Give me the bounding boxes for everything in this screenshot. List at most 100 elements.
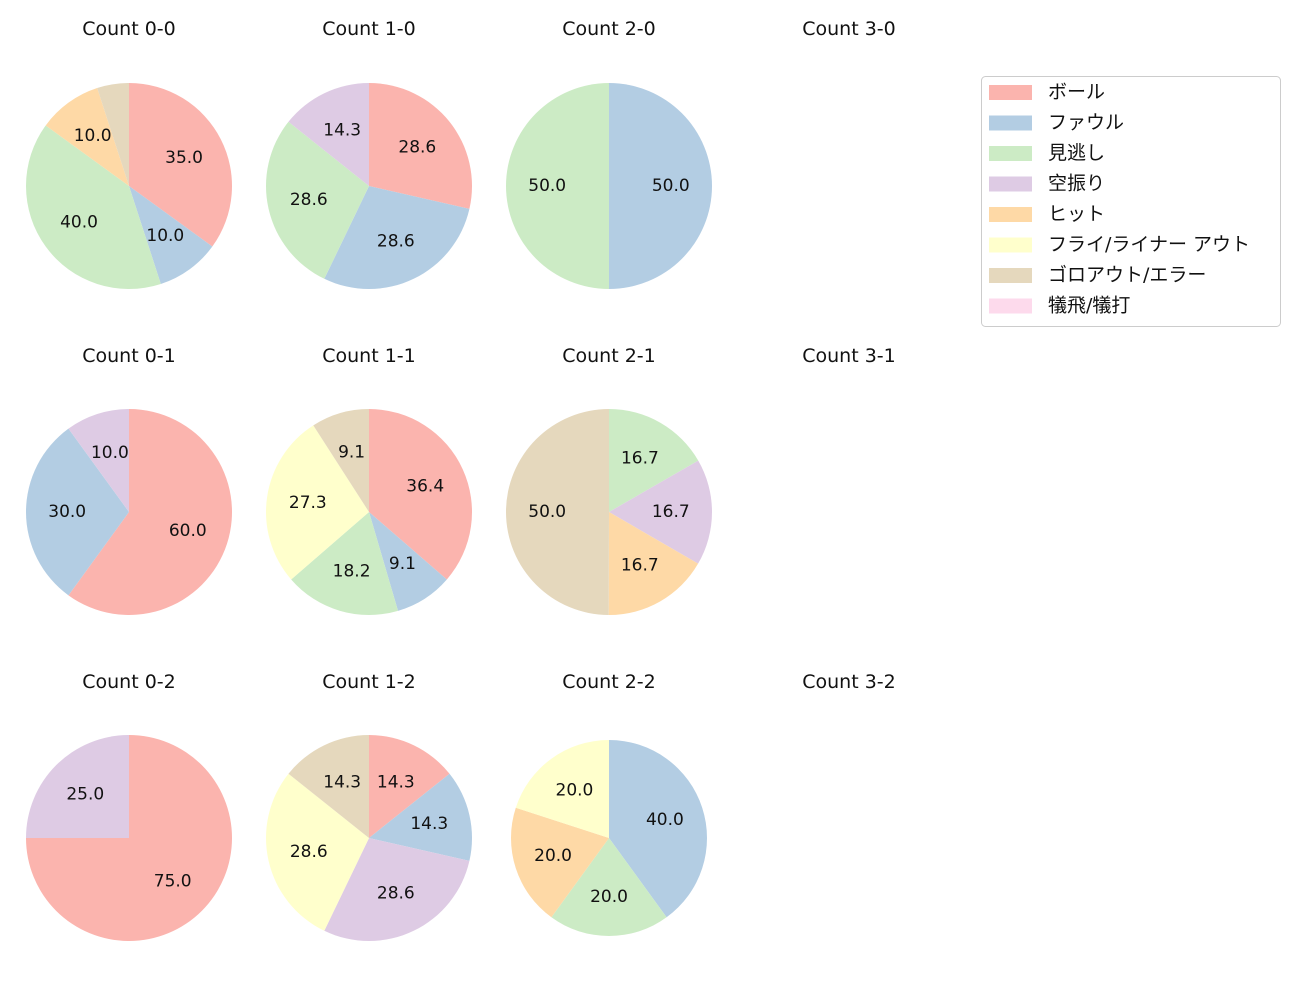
pie-slice: [291, 512, 399, 615]
slice-label: 75.0: [154, 872, 192, 892]
pie-slice: [506, 83, 609, 289]
slice-label: 14.3: [410, 814, 448, 834]
legend-swatch: [989, 176, 1032, 192]
pie-slice: [609, 83, 712, 289]
legend-label: フライ/ライナー アウト: [1048, 234, 1250, 256]
legend-label: 犠飛/犠打: [1048, 295, 1130, 317]
slice-label: 40.0: [60, 212, 98, 232]
pie-slice: [68, 409, 233, 616]
slice-label: 20.0: [534, 846, 572, 866]
slice-label: 30.0: [48, 502, 86, 522]
legend-label: ヒット: [1048, 203, 1105, 225]
legend-item: ゴロアウト/エラー: [989, 264, 1206, 286]
legend-item: ボール: [989, 81, 1105, 103]
slice-label: 10.0: [74, 126, 112, 146]
legend-swatch: [989, 207, 1032, 222]
pie-5: Count 0-1 60.0 30.0 10.0: [26, 345, 233, 616]
pie-slice: [609, 460, 712, 564]
pie-2: Count 1-0 28.6 28.6 28.6 14.3: [266, 18, 472, 289]
slice-label: 28.6: [290, 842, 328, 862]
slice-label: 28.6: [377, 884, 415, 904]
pie-6: Count 1-1 36.4 9.1 18.2 27.3 9.1: [266, 345, 473, 615]
pie-slice: [369, 735, 450, 838]
legend-item: ヒット: [989, 203, 1105, 225]
pie-title: Count 1-0: [322, 18, 416, 40]
pie-slice: [369, 83, 472, 209]
pie-title: Count 2-1: [562, 345, 656, 367]
pie-slice: [266, 121, 369, 279]
slice-label: 50.0: [528, 502, 566, 522]
legend-label: ゴロアウト/エラー: [1048, 264, 1206, 286]
slice-label: 20.0: [590, 887, 628, 907]
slice-label: 16.7: [621, 556, 659, 576]
legend-label: 空振り: [1048, 173, 1105, 195]
pie-3: Count 2-0 50.0 50.0: [506, 18, 712, 289]
slice-label: 10.0: [146, 226, 184, 246]
legend-swatch: [989, 115, 1032, 131]
slice-label: 35.0: [165, 148, 203, 168]
pie-title: Count 1-2: [322, 671, 416, 693]
pie-slice: [288, 735, 369, 838]
pie-slice: [324, 838, 470, 941]
pie-slice: [551, 838, 667, 937]
pie-8: Count 3-1: [802, 345, 896, 367]
slice-label: 27.3: [289, 493, 327, 513]
slice-label: 50.0: [652, 176, 690, 196]
pie-title: Count 3-0: [802, 18, 896, 40]
pie-slice: [369, 773, 472, 861]
pie-1: Count 0-0 35.0 10.0 40.0 10.0: [25, 18, 232, 290]
legend-label: ファウル: [1048, 112, 1124, 134]
pie-slice: [129, 186, 213, 284]
pie-title: Count 2-2: [562, 671, 656, 693]
slice-label: 14.3: [377, 772, 415, 792]
pie-slice: [266, 425, 369, 580]
pie-slice: [26, 735, 129, 838]
legend-swatch: [989, 268, 1032, 283]
slice-label: 18.2: [333, 561, 371, 581]
slice-label: 28.6: [398, 137, 436, 157]
legend-item: 見逃し: [989, 142, 1105, 164]
pie-slice: [324, 186, 470, 289]
pie-title: Count 0-2: [82, 671, 176, 693]
slice-label: 9.1: [338, 443, 365, 463]
pie-10: Count 1-2 14.3 14.3 28.6 28.6 14.3: [266, 671, 472, 941]
pie-4: Count 3-0: [802, 18, 896, 40]
slice-label: 28.6: [290, 190, 328, 210]
legend-label: ボール: [1048, 81, 1105, 103]
pie-title: Count 2-0: [562, 18, 656, 40]
pie-slice: [609, 409, 699, 512]
slice-label: 9.1: [389, 554, 416, 574]
legend-label: 見逃し: [1048, 142, 1105, 164]
slice-label: 40.0: [646, 810, 684, 830]
slice-label: 14.3: [323, 772, 361, 792]
pie-slice: [45, 88, 129, 186]
legend-swatch: [989, 146, 1032, 161]
pie-slice: [515, 740, 609, 838]
pie-slice: [505, 409, 609, 615]
slice-label: 36.4: [406, 476, 444, 496]
legend-item: 犠飛/犠打: [989, 295, 1130, 317]
slice-label: 60.0: [169, 521, 207, 541]
pie-slice: [369, 409, 473, 580]
pie-slice: [288, 83, 369, 186]
pie-slice: [369, 512, 447, 611]
pie-slice: [510, 807, 609, 918]
pie-slice: [68, 409, 129, 512]
pie-slice: [313, 409, 369, 512]
pie-11: Count 2-2 40.0 20.0 20.0 20.0: [510, 671, 708, 937]
pie-slice: [129, 83, 232, 247]
pie-slice: [609, 740, 708, 918]
pie-title: Count 0-1: [82, 345, 176, 367]
slice-label: 28.6: [377, 232, 415, 252]
legend-swatch: [989, 85, 1032, 100]
legend-item: ファウル: [989, 112, 1124, 134]
legend-item: 空振り: [989, 173, 1105, 195]
slice-label: 16.7: [652, 502, 690, 522]
pie-slice: [97, 83, 129, 186]
pie-slice: [25, 125, 161, 290]
legend-swatch: [989, 298, 1032, 314]
pie-charts: Count 0-0 35.0 10.0 40.0 10.0 Count 1-0 28.6 28…: [25, 18, 896, 941]
pie-9: Count 0-2 75.0 25.0: [26, 671, 232, 941]
pie-7: Count 2-1 16.7 16.7 16.7 50.0: [505, 345, 712, 616]
